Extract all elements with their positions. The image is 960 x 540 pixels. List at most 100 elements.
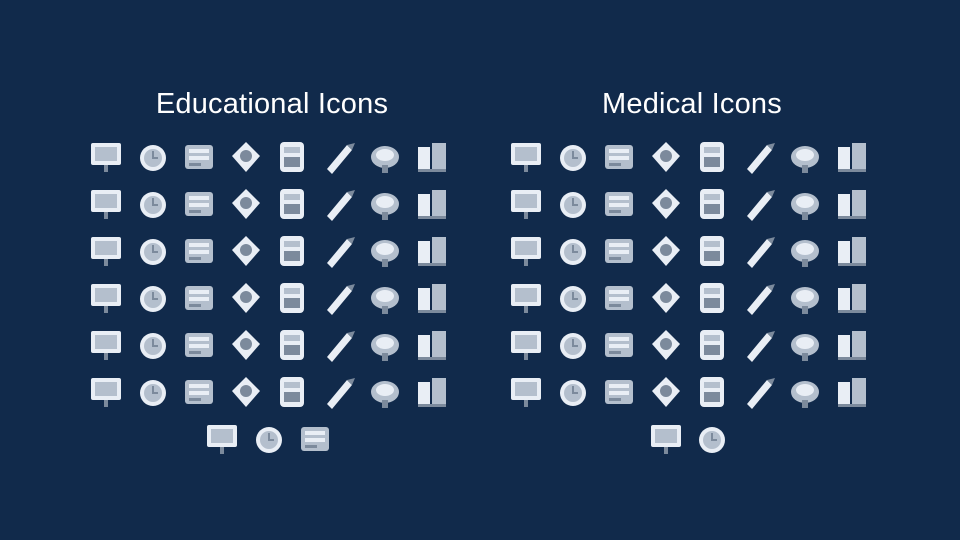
helicopter-icon [552, 183, 594, 225]
piano-keys-icon [225, 371, 267, 413]
medal-icon [225, 183, 267, 225]
skin-layer-icon [784, 183, 826, 225]
eraser-icon [271, 136, 313, 178]
thermometer-icon [505, 324, 547, 366]
syringe-bulb-icon [784, 136, 826, 178]
calendar-icon [178, 230, 220, 272]
medicine-bottle-icon [645, 183, 687, 225]
crutches-icon [784, 324, 826, 366]
speech-bubble-icon [178, 136, 220, 178]
medical-icons-title: Medical Icons [602, 88, 782, 120]
nurse-icon [738, 371, 780, 413]
thyroid-icon [784, 277, 826, 319]
bandage-cross-icon [691, 136, 733, 178]
liver-icon [598, 183, 640, 225]
video-player-icon [318, 136, 360, 178]
tooth-icon [738, 277, 780, 319]
projector-icon [364, 324, 406, 366]
microscope-icon [411, 324, 453, 366]
paint-palette-icon [201, 418, 243, 460]
syringe-icon [552, 230, 594, 272]
scroll-icon [364, 371, 406, 413]
eye-icon [505, 183, 547, 225]
surgical-scissors-icon [505, 136, 547, 178]
pencil-sharpener-icon [132, 277, 174, 319]
notebook-icon [294, 418, 336, 460]
magnifier-icon [411, 371, 453, 413]
bone-icon [552, 136, 594, 178]
scalpel-icon [784, 230, 826, 272]
laptop-icon [271, 183, 313, 225]
head-profile-icon [645, 277, 687, 319]
medicine-box-icon [598, 324, 640, 366]
alarm-clock-icon [132, 136, 174, 178]
test-tube-icon [178, 277, 220, 319]
checklist-icon [132, 324, 174, 366]
atom-icon [132, 183, 174, 225]
magnet-icon [318, 183, 360, 225]
heart-monitor-icon [691, 183, 733, 225]
lungs-icon [645, 136, 687, 178]
first-aid-kit-icon [738, 230, 780, 272]
ambulance-icon [505, 230, 547, 272]
mouse-icon [225, 277, 267, 319]
dna-icon [645, 418, 687, 460]
closed-book-icon [178, 183, 220, 225]
pencil-ruler-icon [364, 136, 406, 178]
iv-bag-icon [598, 277, 640, 319]
presentation-board-icon [85, 136, 127, 178]
pen-icon [271, 277, 313, 319]
school-bell-icon [271, 371, 313, 413]
wheelchair-icon [645, 230, 687, 272]
hourglass-icon [248, 418, 290, 460]
hospital-bed-icon [738, 183, 780, 225]
medical-chart-icon [831, 324, 873, 366]
hourglass-trophy-icon [85, 371, 127, 413]
bacteria-icon [691, 324, 733, 366]
football-icon [225, 324, 267, 366]
flask-icon [85, 324, 127, 366]
kidneys-icon [598, 136, 640, 178]
brain-icon [645, 324, 687, 366]
stethoscope-icon [831, 230, 873, 272]
school-building-icon [271, 230, 313, 272]
open-book-icon [411, 136, 453, 178]
intestines-icon [831, 371, 873, 413]
apple-icon [85, 277, 127, 319]
drip-stand-icon [691, 418, 733, 460]
pills-icon [691, 230, 733, 272]
doctor-icon [691, 371, 733, 413]
lab-microscope-icon [831, 277, 873, 319]
column-icon [411, 183, 453, 225]
highlighter-icon [85, 183, 127, 225]
chalkboard-icon [225, 136, 267, 178]
glasses-icon [318, 230, 360, 272]
telescope-icon [132, 371, 174, 413]
compass-icon [225, 230, 267, 272]
blood-pressure-icon [552, 324, 594, 366]
locker-icon [178, 371, 220, 413]
pill-blister-icon [505, 371, 547, 413]
hand-bell-icon [364, 277, 406, 319]
scales-icon [85, 230, 127, 272]
broken-bone-icon [738, 136, 780, 178]
heartbeat-icon [831, 183, 873, 225]
ear-icon [598, 371, 640, 413]
stomach-icon [645, 371, 687, 413]
desk-lamp-icon [178, 324, 220, 366]
educational-icons-title: Educational Icons [155, 88, 389, 120]
school-bus-icon [132, 230, 174, 272]
ruler-icon [411, 277, 453, 319]
graduation-cap-icon [364, 230, 406, 272]
light-bulb-icon [318, 277, 360, 319]
hospital-icon [598, 230, 640, 272]
weighing-scale-icon [691, 277, 733, 319]
music-note-icon [411, 230, 453, 272]
blood-tube-icon [505, 277, 547, 319]
sperm-icon [831, 136, 873, 178]
globe-icon [318, 324, 360, 366]
briefcase-icon [271, 324, 313, 366]
nose-icon [738, 324, 780, 366]
virus-icon [552, 277, 594, 319]
